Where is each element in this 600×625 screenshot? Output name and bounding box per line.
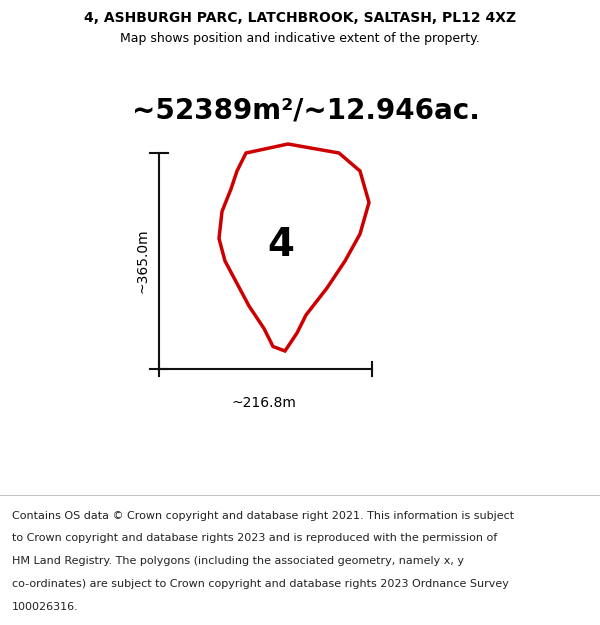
Text: Map shows position and indicative extent of the property.: Map shows position and indicative extent… xyxy=(120,32,480,46)
Text: HM Land Registry. The polygons (including the associated geometry, namely x, y: HM Land Registry. The polygons (includin… xyxy=(12,556,464,566)
Text: co-ordinates) are subject to Crown copyright and database rights 2023 Ordnance S: co-ordinates) are subject to Crown copyr… xyxy=(12,579,509,589)
Text: 4: 4 xyxy=(268,226,295,264)
Text: to Crown copyright and database rights 2023 and is reproduced with the permissio: to Crown copyright and database rights 2… xyxy=(12,533,497,543)
Text: ~216.8m: ~216.8m xyxy=(232,396,296,410)
Text: 100026316.: 100026316. xyxy=(12,602,79,612)
Text: 4, ASHBURGH PARC, LATCHBROOK, SALTASH, PL12 4XZ: 4, ASHBURGH PARC, LATCHBROOK, SALTASH, P… xyxy=(84,11,516,25)
Text: ~52389m²/~12.946ac.: ~52389m²/~12.946ac. xyxy=(132,96,480,124)
Text: Contains OS data © Crown copyright and database right 2021. This information is : Contains OS data © Crown copyright and d… xyxy=(12,511,514,521)
Text: ~365.0m: ~365.0m xyxy=(136,229,150,293)
